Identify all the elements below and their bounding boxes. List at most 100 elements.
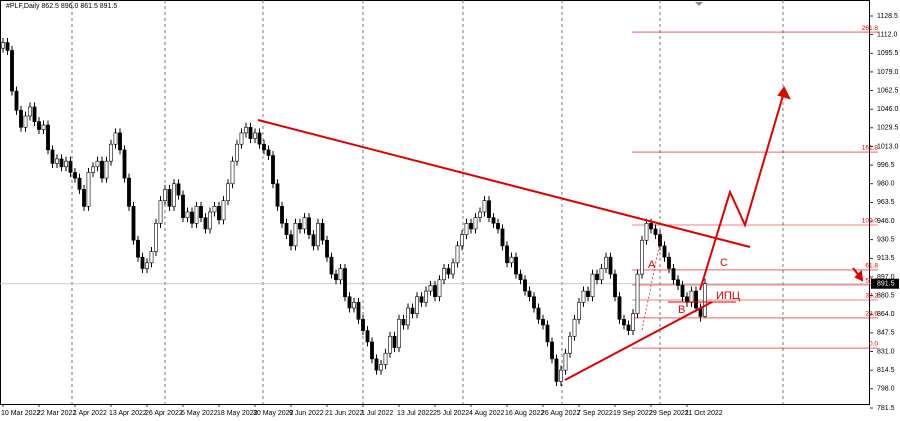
candle-body: [392, 335, 397, 348]
y-tick-label: 847.5: [877, 330, 895, 337]
candle-body: [104, 160, 109, 179]
candle-body: [41, 124, 46, 130]
x-tick-label: 7 Sep 2022: [577, 410, 613, 417]
candle-body: [550, 341, 554, 360]
candle-body: [599, 268, 604, 281]
x-tick-label: 1 Jul 2022: [361, 410, 393, 417]
candle-body: [590, 273, 595, 298]
candle-body: [694, 290, 698, 309]
candle-body: [1, 42, 5, 49]
candle-body: [293, 222, 298, 247]
candle-body: [311, 234, 316, 247]
candle-body: [428, 285, 433, 292]
y-tick-label: 913.5: [877, 255, 895, 262]
last-price-box: [871, 278, 899, 289]
candle-body: [343, 268, 347, 298]
candle-body: [244, 126, 248, 134]
candle-body: [68, 160, 73, 173]
candle-body: [581, 290, 586, 303]
candle-body: [622, 319, 626, 326]
candle-body: [50, 149, 55, 164]
candle-body: [604, 256, 608, 269]
y-tick-label: 1095.5: [877, 50, 899, 57]
candle-body: [194, 206, 199, 224]
candle-body: [100, 160, 104, 179]
fib-label: 38.2: [865, 293, 878, 300]
candle-body: [379, 364, 383, 371]
y-tick-label: 880.5: [877, 292, 895, 299]
y-tick-label: 1112.0: [877, 31, 897, 38]
x-tick-label: 18 May 2022: [217, 410, 258, 417]
candle-body: [334, 273, 338, 281]
x-tick-label: 10 Mar 2022: [1, 410, 40, 417]
x-tick-label: 4 Aug 2022: [469, 410, 505, 417]
candle-body: [145, 262, 149, 269]
candle-body: [262, 143, 266, 151]
candle-body: [514, 256, 518, 275]
candle-body: [316, 222, 320, 247]
candle-body: [635, 273, 640, 314]
candle-body: [185, 211, 190, 218]
candle-body: [460, 234, 464, 247]
y-tick-label: 1029.5: [877, 125, 899, 132]
candle-body: [649, 222, 653, 230]
candle-body: [118, 132, 122, 151]
candle-body: [617, 296, 622, 320]
x-tick-label: 9 Jun 2022: [289, 410, 324, 417]
y-tick-label: 798.0: [877, 386, 895, 393]
candle-body: [77, 177, 82, 190]
candle-body: [95, 160, 100, 168]
analysis-drawings: [257, 86, 864, 381]
fib-label: 261.8: [862, 25, 879, 32]
candle-body: [181, 194, 185, 218]
candle-body: [491, 217, 496, 224]
candle-body: [509, 256, 514, 264]
y-tick-label: 996.5: [877, 162, 895, 169]
x-tick-label: 6 May 2022: [181, 410, 218, 417]
candle-body: [532, 296, 536, 309]
candle-body: [568, 335, 572, 354]
candle-body: [658, 234, 662, 247]
x-tick-label: 1 Apr 2022: [73, 410, 107, 417]
candle-body: [59, 158, 64, 168]
candle-body: [505, 245, 509, 264]
candle-body: [37, 121, 41, 130]
candle-body: [199, 206, 203, 218]
candle-body: [478, 211, 482, 218]
candle-body: [500, 228, 505, 247]
candle-body: [397, 319, 401, 348]
candle-body: [289, 234, 293, 247]
candle-body: [32, 106, 37, 122]
candle-body: [559, 369, 563, 382]
candle-body: [640, 239, 644, 275]
candle-body: [23, 115, 28, 128]
wave-label: B: [678, 304, 685, 316]
candle-body: [388, 335, 392, 354]
candle-body: [338, 268, 343, 281]
candle-body: [86, 172, 91, 207]
fib-label: 23.6: [865, 311, 878, 318]
x-tick-label: 13 Jul 2022: [397, 410, 433, 417]
y-tick-label: 864.0: [877, 311, 895, 318]
candle-body: [631, 313, 635, 331]
candle-body: [239, 132, 244, 145]
candle-body: [217, 206, 221, 221]
candle-body: [487, 200, 491, 218]
fib-label: 61.8: [865, 263, 878, 270]
candle-body: [208, 211, 212, 230]
x-tick-label: 26 Apr 2022: [145, 410, 183, 417]
candle-body: [235, 143, 239, 162]
y-tick-label: 963.5: [877, 199, 895, 206]
candle-body: [401, 319, 406, 326]
y-tick-label: 1013.0: [877, 143, 899, 150]
candle-body: [437, 279, 442, 298]
candle-body: [352, 302, 356, 309]
candle-body: [644, 222, 649, 241]
candle-body: [671, 268, 676, 281]
candle-body: [442, 268, 446, 281]
candle-body: [284, 222, 289, 235]
x-tick-label: 19 Sep 2022: [613, 410, 653, 417]
fib-label: 161.8: [862, 145, 879, 152]
candle-body: [347, 296, 352, 309]
